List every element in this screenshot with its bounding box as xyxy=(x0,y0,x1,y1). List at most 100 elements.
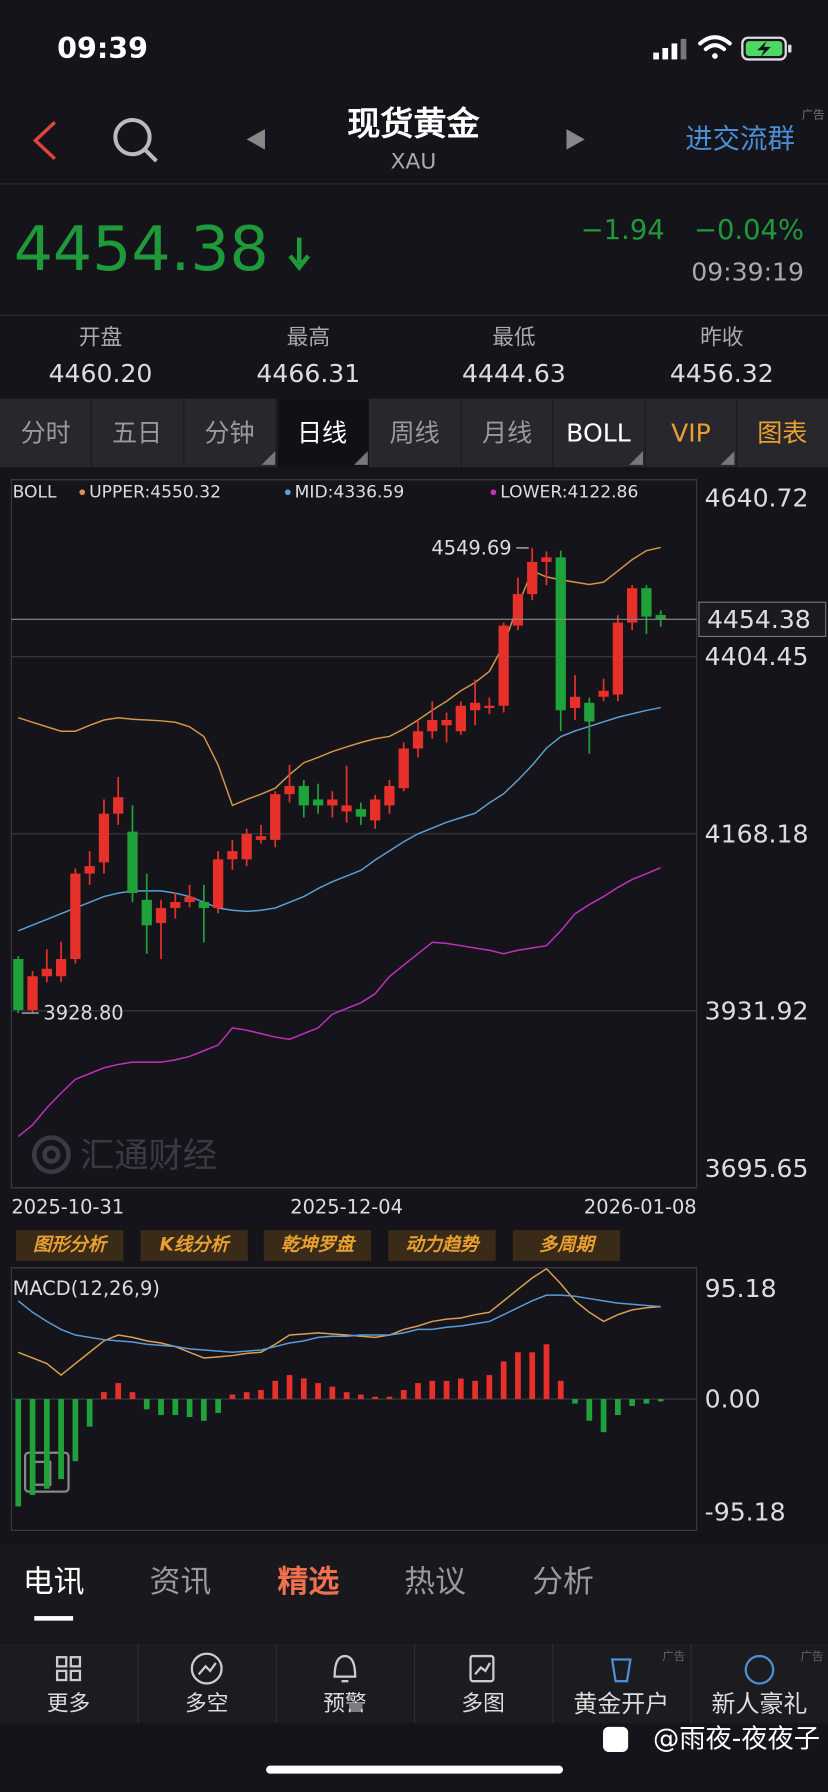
tab-dividers xyxy=(90,398,738,468)
tab[interactable]: 周线 xyxy=(389,418,439,447)
candle-body xyxy=(641,588,652,617)
candle-body xyxy=(655,614,666,620)
tab[interactable]: 分时 xyxy=(21,418,71,447)
candle-body xyxy=(584,702,595,722)
candle-body xyxy=(512,594,524,626)
nav-item[interactable]: 更多 xyxy=(47,1692,90,1717)
back-button[interactable] xyxy=(32,121,56,161)
candle-body xyxy=(170,902,181,909)
candle-body xyxy=(455,705,466,732)
tool-button[interactable]: 多周期 xyxy=(539,1234,597,1255)
macd-bar xyxy=(415,1383,421,1400)
x-tick-label: 2026-01-08 xyxy=(584,1196,697,1219)
macd-bar xyxy=(315,1383,321,1400)
nav-item[interactable]: 新人豪礼 xyxy=(712,1690,808,1718)
y-tick-label: -95.18 xyxy=(705,1498,786,1527)
candle-body xyxy=(498,625,509,706)
next-button[interactable] xyxy=(566,129,585,150)
candle-body xyxy=(341,805,352,812)
tab[interactable]: 图表 xyxy=(757,418,807,447)
candle-body xyxy=(412,731,424,749)
price: 4454.38 xyxy=(14,213,269,285)
macd-bar xyxy=(500,1361,507,1400)
news-tab[interactable]: 资讯 xyxy=(150,1564,212,1600)
y-tick-label: 4404.45 xyxy=(705,642,809,671)
candle-body xyxy=(284,785,295,795)
group-button[interactable]: 进交流群 xyxy=(685,124,795,155)
tool-button[interactable]: 图形分析 xyxy=(33,1234,109,1255)
candle-body xyxy=(327,799,338,806)
chart-watermark: 汇通财经 xyxy=(80,1136,217,1176)
y-tick-label: 3931.92 xyxy=(705,996,809,1025)
macd-bar xyxy=(129,1392,136,1400)
candle-body xyxy=(612,622,623,695)
candle-body xyxy=(598,690,609,697)
candle-body xyxy=(70,873,81,960)
candle-body xyxy=(569,696,581,709)
macd-bar xyxy=(386,1396,393,1400)
news-tab-active[interactable]: 电讯 xyxy=(23,1564,85,1600)
down-arrow xyxy=(288,237,311,271)
charts: 4640.72 4404.45 4168.18 3931.92 3695.65 UPPER… xyxy=(11,479,827,1531)
tab-active[interactable]: 日线 xyxy=(297,418,347,447)
change-pct: −0.04% xyxy=(694,215,804,246)
clock: 09:39 xyxy=(57,31,148,65)
max-label: 4549.69 xyxy=(431,536,511,559)
stat-value: 4444.63 xyxy=(462,359,566,388)
ad-label: 广告 xyxy=(802,107,825,121)
candle-body xyxy=(469,702,481,711)
candle-body xyxy=(427,720,438,732)
news-tab[interactable]: 分析 xyxy=(532,1564,594,1600)
macd-bar xyxy=(372,1396,379,1400)
macd-bar xyxy=(43,1399,50,1489)
candle-body xyxy=(441,720,452,726)
macd-bar xyxy=(258,1389,264,1400)
stat-value: 4456.32 xyxy=(670,359,774,388)
search-button[interactable] xyxy=(113,117,158,163)
macd-bar xyxy=(358,1394,364,1400)
candle-body xyxy=(241,833,252,860)
news-tab[interactable]: 热议 xyxy=(404,1564,466,1600)
candle-body xyxy=(626,588,638,623)
macd-bar xyxy=(329,1386,336,1400)
macd-bar xyxy=(229,1394,236,1400)
news-tab[interactable]: 精选 xyxy=(278,1564,340,1600)
tab[interactable]: VIP xyxy=(671,418,711,447)
tool-button[interactable]: K线分析 xyxy=(160,1234,232,1255)
candle-body xyxy=(13,959,24,1010)
macd-bar xyxy=(457,1378,464,1400)
tool-button[interactable]: 乾坤罗盘 xyxy=(281,1234,357,1255)
stat-label: 昨收 xyxy=(700,326,743,351)
tool-button[interactable]: 动力趋势 xyxy=(405,1234,481,1255)
nav-item[interactable]: 多图 xyxy=(461,1692,504,1717)
candle-body xyxy=(41,968,52,977)
macd-bar xyxy=(215,1399,221,1413)
tab[interactable]: BOLL xyxy=(566,418,631,447)
macd-bar xyxy=(15,1399,22,1507)
macd-bar xyxy=(172,1399,179,1416)
macd-bar xyxy=(657,1399,664,1402)
tab[interactable]: 分钟 xyxy=(204,418,254,447)
stat-label: 开盘 xyxy=(79,326,122,351)
macd-bar xyxy=(643,1399,650,1404)
title: 现货黄金 xyxy=(347,104,480,143)
nav-item[interactable]: 预警 xyxy=(323,1692,366,1717)
home-indicator xyxy=(266,1765,564,1774)
macd-bar xyxy=(300,1378,307,1400)
candle-body xyxy=(298,785,309,806)
nav-item[interactable]: 黄金开户 xyxy=(573,1690,669,1718)
nav-item[interactable]: 多空 xyxy=(185,1692,228,1717)
macd-bar xyxy=(86,1399,93,1427)
subtitle: XAU xyxy=(391,150,437,175)
macd-bar xyxy=(572,1399,578,1404)
tab[interactable]: 五日 xyxy=(112,418,162,447)
candle-body xyxy=(384,785,395,806)
macd-bar xyxy=(586,1399,593,1421)
macd-bar xyxy=(115,1383,122,1400)
tab[interactable]: 月线 xyxy=(482,418,532,447)
candle-body xyxy=(113,797,124,814)
macd-bar xyxy=(400,1389,407,1400)
macd-bar xyxy=(286,1375,293,1400)
prev-button[interactable] xyxy=(246,129,265,150)
